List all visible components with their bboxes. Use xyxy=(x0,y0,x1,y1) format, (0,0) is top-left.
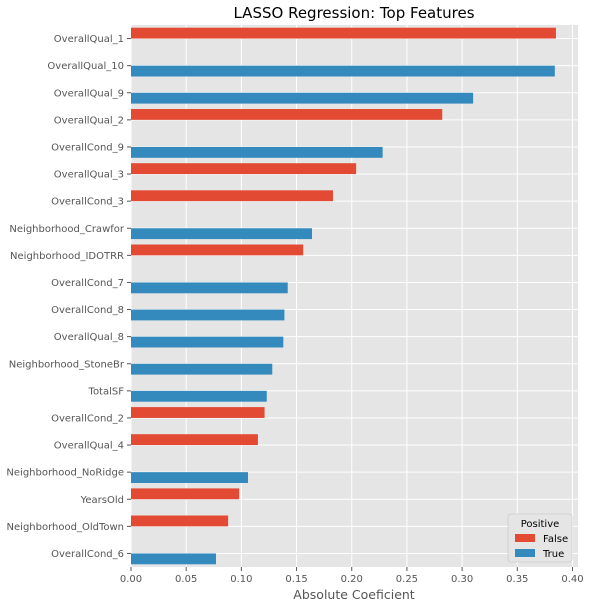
bar-overallqual-8 xyxy=(131,336,284,348)
y-tick-label: OverallQual_9 xyxy=(54,88,124,99)
x-tick-label: 0.00 xyxy=(120,574,142,585)
y-tick-label: YearsOld xyxy=(80,495,124,506)
bar-overallqual-2 xyxy=(131,109,443,120)
bar-neighborhood-stonebr xyxy=(131,363,273,375)
bar-overallqual-4 xyxy=(131,434,258,446)
bar-overallcond-7 xyxy=(131,282,288,294)
bar-overallcond-2 xyxy=(131,407,265,418)
legend-swatch-false xyxy=(515,534,535,542)
y-tick-label: OverallQual_1 xyxy=(54,34,124,45)
legend: Positive False True xyxy=(507,513,573,563)
y-tick-labels: OverallQual_1 OverallQual_10 OverallQual_9… xyxy=(6,34,131,560)
bar-overallqual-1 xyxy=(131,27,556,39)
bar-neighborhood-crawfor xyxy=(131,228,313,240)
y-tick-label: OverallQual_4 xyxy=(54,441,124,452)
bar-overallcond-9 xyxy=(131,146,383,158)
bar-totalsf xyxy=(131,390,267,402)
bar-overallcond-3 xyxy=(131,190,333,202)
y-tick-label: OverallCond_2 xyxy=(51,413,124,424)
x-tick-label: 0.05 xyxy=(175,574,197,585)
y-tick-label: Neighborhood_OldTown xyxy=(7,522,124,533)
y-tick-label: OverallQual_2 xyxy=(54,115,124,126)
y-tick-label: OverallCond_7 xyxy=(51,278,124,289)
x-tick-label: 0.25 xyxy=(396,574,418,585)
x-tick-label: 0.35 xyxy=(506,574,528,585)
y-tick-label: Neighborhood_Crawfor xyxy=(9,224,124,235)
y-tick-label: OverallQual_10 xyxy=(47,61,124,72)
y-tick-label: Neighborhood_NoRidge xyxy=(6,468,124,479)
x-tick-label: 0.30 xyxy=(451,574,473,585)
y-tick-label: Neighborhood_IDOTRR xyxy=(10,251,124,262)
bar-overallqual-9 xyxy=(131,92,474,104)
chart-title: LASSO Regression: Top Features xyxy=(233,4,474,22)
x-tick-label: 0.40 xyxy=(561,574,583,585)
bars xyxy=(131,27,556,565)
y-tick-label: OverallCond_8 xyxy=(51,305,124,316)
bar-overallqual-3 xyxy=(131,163,357,175)
x-tick-label: 0.20 xyxy=(341,574,363,585)
bar-yearsold xyxy=(131,488,240,500)
x-ticks: 0.00 0.05 0.10 0.15 0.20 0.25 0.30 0.35 0.40 xyxy=(120,567,584,585)
plot-background xyxy=(131,25,578,567)
legend-label-true: True xyxy=(542,549,564,560)
y-tick-label: OverallCond_6 xyxy=(51,549,124,560)
bar-neighborhood-noridge xyxy=(131,472,248,483)
bar-neighborhood-idotrr xyxy=(131,244,304,256)
x-tick-label: 0.15 xyxy=(285,574,307,585)
y-tick-label: OverallQual_3 xyxy=(54,170,124,181)
bar-overallcond-6 xyxy=(131,553,216,565)
y-tick-label: Neighborhood_StoneBr xyxy=(9,359,125,370)
bar-neighborhood-oldtown xyxy=(131,515,229,527)
legend-title: Positive xyxy=(521,519,560,530)
x-axis-label: Absolute Coeficient xyxy=(293,587,415,602)
bar-overallqual-10 xyxy=(131,65,555,77)
y-tick-label: TotalSF xyxy=(88,386,125,397)
y-tick-label: OverallCond_3 xyxy=(51,197,124,208)
y-tick-label: OverallQual_8 xyxy=(54,332,124,343)
legend-label-false: False xyxy=(543,534,568,545)
legend-swatch-true xyxy=(515,549,535,557)
bar-overallcond-8 xyxy=(131,309,285,321)
x-tick-label: 0.10 xyxy=(230,574,252,585)
y-tick-label: OverallCond_9 xyxy=(51,142,124,153)
